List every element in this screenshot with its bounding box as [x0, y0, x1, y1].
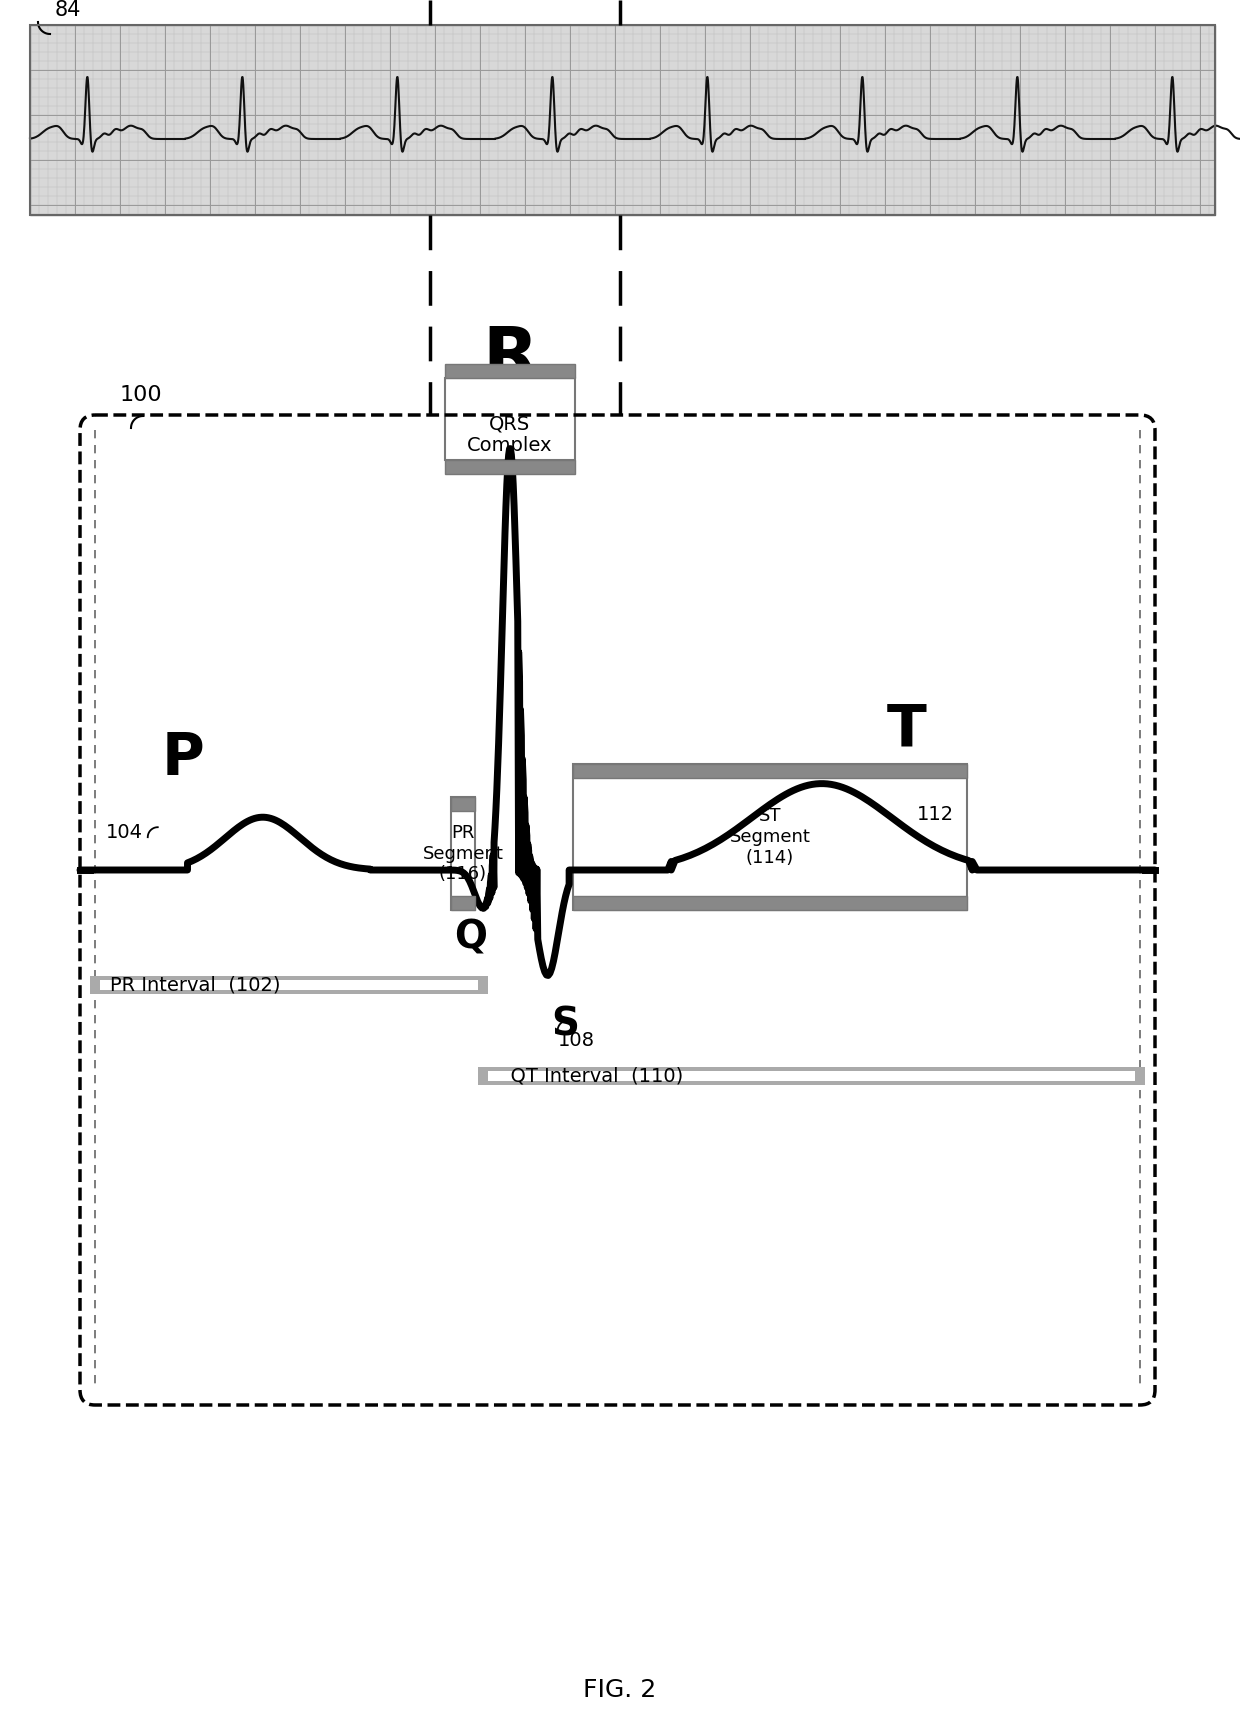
Text: Q: Q: [455, 918, 487, 956]
Text: 100: 100: [120, 385, 162, 404]
Text: T: T: [887, 701, 926, 758]
Bar: [91, 977, 489, 994]
Bar: [30, 24, 1215, 215]
Text: 112: 112: [916, 805, 954, 824]
Text: ST
Segment
(114): ST Segment (114): [729, 807, 811, 866]
Bar: [479, 1067, 1145, 1084]
Bar: [100, 980, 479, 991]
Text: PR Interval  (102): PR Interval (102): [110, 975, 280, 994]
Text: 106: 106: [470, 385, 512, 404]
Text: 104: 104: [105, 822, 143, 841]
Text: PR
Segment
(116): PR Segment (116): [423, 824, 503, 883]
Text: QT Interval  (110): QT Interval (110): [498, 1065, 683, 1084]
Bar: [445, 364, 575, 378]
Bar: [573, 895, 967, 909]
Text: 108: 108: [558, 1031, 595, 1050]
Text: P: P: [161, 730, 205, 788]
Bar: [30, 24, 1215, 215]
Text: QRS
Complex: QRS Complex: [467, 415, 553, 455]
Text: 84: 84: [55, 0, 82, 21]
Bar: [445, 378, 575, 460]
Bar: [573, 763, 967, 909]
Text: R: R: [482, 324, 538, 392]
Bar: [450, 796, 475, 909]
Text: FIG. 2: FIG. 2: [583, 1678, 657, 1702]
Text: S: S: [552, 1006, 579, 1043]
Bar: [573, 763, 967, 777]
Bar: [450, 796, 475, 812]
Bar: [489, 1070, 1135, 1081]
Bar: [445, 460, 575, 474]
Bar: [450, 895, 475, 909]
